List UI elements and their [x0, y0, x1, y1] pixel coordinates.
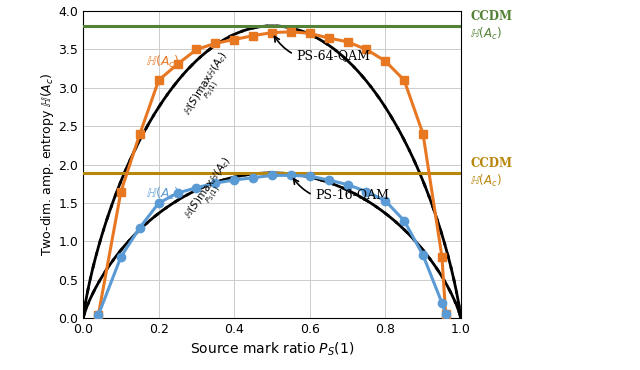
Text: PS-64-QAM: PS-64-QAM — [275, 37, 371, 62]
Y-axis label: Two-dim. amp. entropy $\mathbb{H}(A_c)$: Two-dim. amp. entropy $\mathbb{H}(A_c)$ — [38, 73, 56, 256]
X-axis label: Source mark ratio $P_S(1)$: Source mark ratio $P_S(1)$ — [190, 340, 354, 358]
Text: CCDM
$\mathbb{H}(A_c)$: CCDM $\mathbb{H}(A_c)$ — [470, 157, 513, 189]
Text: $\mathbb{H}(A_c)$: $\mathbb{H}(A_c)$ — [145, 54, 179, 70]
Text: PS-16-QAM: PS-16-QAM — [294, 179, 389, 201]
Text: $\mathbb{H}(S)\underset{P_S(1)}{\max}\mathbb{H}(A_c)$: $\mathbb{H}(S)\underset{P_S(1)}{\max}\ma… — [181, 49, 238, 122]
Text: $\mathbb{H}(A_c)$: $\mathbb{H}(A_c)$ — [145, 186, 179, 202]
Text: $\mathbb{H}(S)\underset{P_S(1)}{\max}\mathbb{H}(A_c)$: $\mathbb{H}(S)\underset{P_S(1)}{\max}\ma… — [181, 154, 241, 226]
Text: CCDM
$\mathbb{H}(A_c)$: CCDM $\mathbb{H}(A_c)$ — [470, 10, 513, 42]
